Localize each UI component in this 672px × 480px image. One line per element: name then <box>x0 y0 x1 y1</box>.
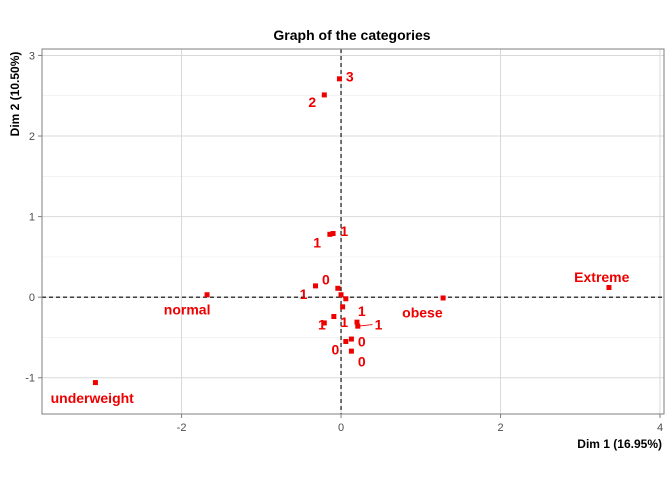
category-label: 0 <box>358 354 366 370</box>
plot-panel-border <box>41 48 665 415</box>
category-label: 1 <box>300 286 308 302</box>
category-point <box>330 231 336 237</box>
category-point <box>92 380 98 386</box>
category-point <box>321 92 327 98</box>
x-tick-label: -2 <box>177 422 187 434</box>
data-points <box>92 76 612 386</box>
category-point <box>321 320 327 326</box>
category-label: 1 <box>358 303 366 319</box>
chart-title: Graph of the categories <box>273 27 430 43</box>
category-point <box>343 338 349 344</box>
category-label: 1 <box>340 223 348 239</box>
category-label: 0 <box>358 333 366 349</box>
category-point <box>348 348 354 354</box>
x-tick-label: 2 <box>497 422 503 434</box>
category-label: Extreme <box>574 269 629 285</box>
category-point <box>336 76 342 82</box>
category-label: 3 <box>346 68 354 84</box>
category-label: underweight <box>51 390 135 406</box>
category-point <box>331 314 337 320</box>
category-point <box>440 295 446 301</box>
category-label: 1 <box>313 234 321 250</box>
x-tick-label: 0 <box>338 422 344 434</box>
category-point <box>606 284 612 290</box>
reference-lines <box>42 49 664 414</box>
y-axis-title: Dim 2 (10.50%) <box>8 52 22 137</box>
category-point <box>340 304 346 310</box>
y-tick-label: 3 <box>29 50 35 62</box>
y-tick-label: 2 <box>29 131 35 143</box>
grid-lines <box>42 49 664 414</box>
category-label: normal <box>164 301 211 317</box>
category-point <box>354 319 360 325</box>
category-point <box>355 323 361 329</box>
category-label: 0 <box>332 342 340 358</box>
category-point <box>327 231 333 237</box>
category-point <box>335 285 341 291</box>
y-tick-label: 0 <box>29 292 35 304</box>
category-label: 1 <box>375 317 383 333</box>
category-label: obese <box>402 304 443 320</box>
category-point <box>348 336 354 342</box>
category-point <box>313 283 319 289</box>
category-label: 1 <box>340 314 348 330</box>
category-point <box>204 292 210 298</box>
y-tick-label: 1 <box>29 212 35 224</box>
category-point <box>343 296 349 302</box>
x-tick-label: 4 <box>657 422 663 434</box>
category-point <box>338 292 344 298</box>
category-label: 0 <box>322 271 330 287</box>
category-label: 1 <box>318 317 326 333</box>
category-label: 2 <box>308 94 316 110</box>
x-axis-title: Dim 1 (16.95%) <box>577 437 662 451</box>
y-tick-label: -1 <box>25 373 35 385</box>
